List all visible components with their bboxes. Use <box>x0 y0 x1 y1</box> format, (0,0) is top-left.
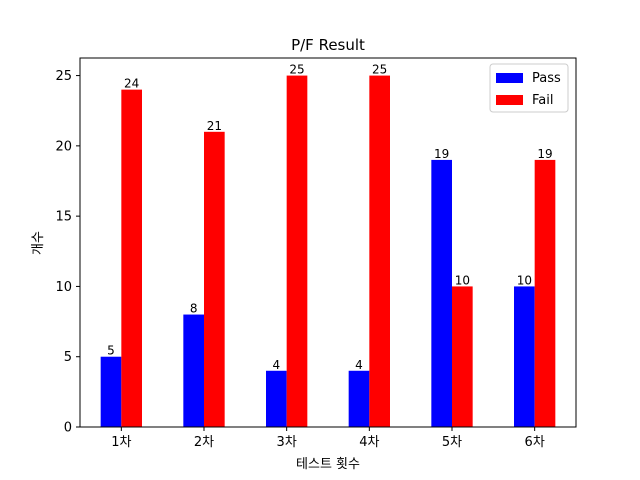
bar-fail-1 <box>121 89 142 427</box>
x-tick-label: 1차 <box>111 435 131 450</box>
bar-pass-2 <box>183 314 204 427</box>
bar-value-label-fail-6: 19 <box>537 147 552 161</box>
x-tick-label: 5차 <box>442 435 462 450</box>
bar-value-label-pass-2: 8 <box>190 302 198 316</box>
y-tick-label: 0 <box>64 421 72 436</box>
y-axis-label: 개수 <box>31 231 46 255</box>
bar-pass-5 <box>431 159 452 427</box>
x-tick-label: 4차 <box>359 435 379 450</box>
legend-label-fail: Fail <box>532 93 553 108</box>
bar-value-label-pass-6: 10 <box>517 273 532 287</box>
bar-pass-1 <box>100 356 122 427</box>
bar-value-label-pass-5: 19 <box>434 147 449 161</box>
legend: Pass Fail <box>489 63 569 113</box>
x-tick-label: 2차 <box>194 435 214 450</box>
bar-pass-3 <box>266 370 287 427</box>
bar-value-label-pass-3: 4 <box>273 358 281 372</box>
bar-value-label-fail-4: 25 <box>372 63 387 77</box>
bar-value-label-pass-4: 4 <box>355 358 363 372</box>
bar-value-label-fail-1: 24 <box>124 77 139 91</box>
y-tick-label: 10 <box>55 280 72 295</box>
legend-label-pass: Pass <box>532 71 561 86</box>
x-tick-label: 6차 <box>525 435 545 450</box>
y-tick-label: 5 <box>64 350 72 365</box>
y-tick-label: 15 <box>55 210 72 225</box>
bar-fail-4 <box>369 75 390 428</box>
bar-pass-4 <box>348 370 370 427</box>
bar-fail-5 <box>452 286 473 427</box>
bar-fail-6 <box>534 159 556 427</box>
bar-value-label-pass-1: 5 <box>107 344 115 358</box>
bar-fail-3 <box>286 75 308 428</box>
axes: 0 5 10 15 20 25 1차 2차 3차 4차 5차 6차 <box>55 57 577 450</box>
bar-pass-6 <box>514 286 535 427</box>
bar-fail-2 <box>204 131 225 428</box>
x-tick-label: 3차 <box>277 435 297 450</box>
y-tick-label: 25 <box>55 69 72 84</box>
bar-value-label-fail-2: 21 <box>207 119 222 133</box>
legend-swatch-fail <box>496 95 523 105</box>
bar-value-label-fail-5: 10 <box>455 273 470 287</box>
x-axis-label: 테스트 횟수 <box>296 457 360 472</box>
bar-value-label-fail-3: 25 <box>289 63 304 77</box>
plot-area: 5 8 4 4 19 10 24 21 25 25 10 19 <box>100 63 556 428</box>
y-tick-label: 20 <box>55 139 72 154</box>
legend-swatch-pass <box>496 73 523 83</box>
plot-frame <box>79 57 577 428</box>
chart-title: P/F Result <box>291 36 365 54</box>
